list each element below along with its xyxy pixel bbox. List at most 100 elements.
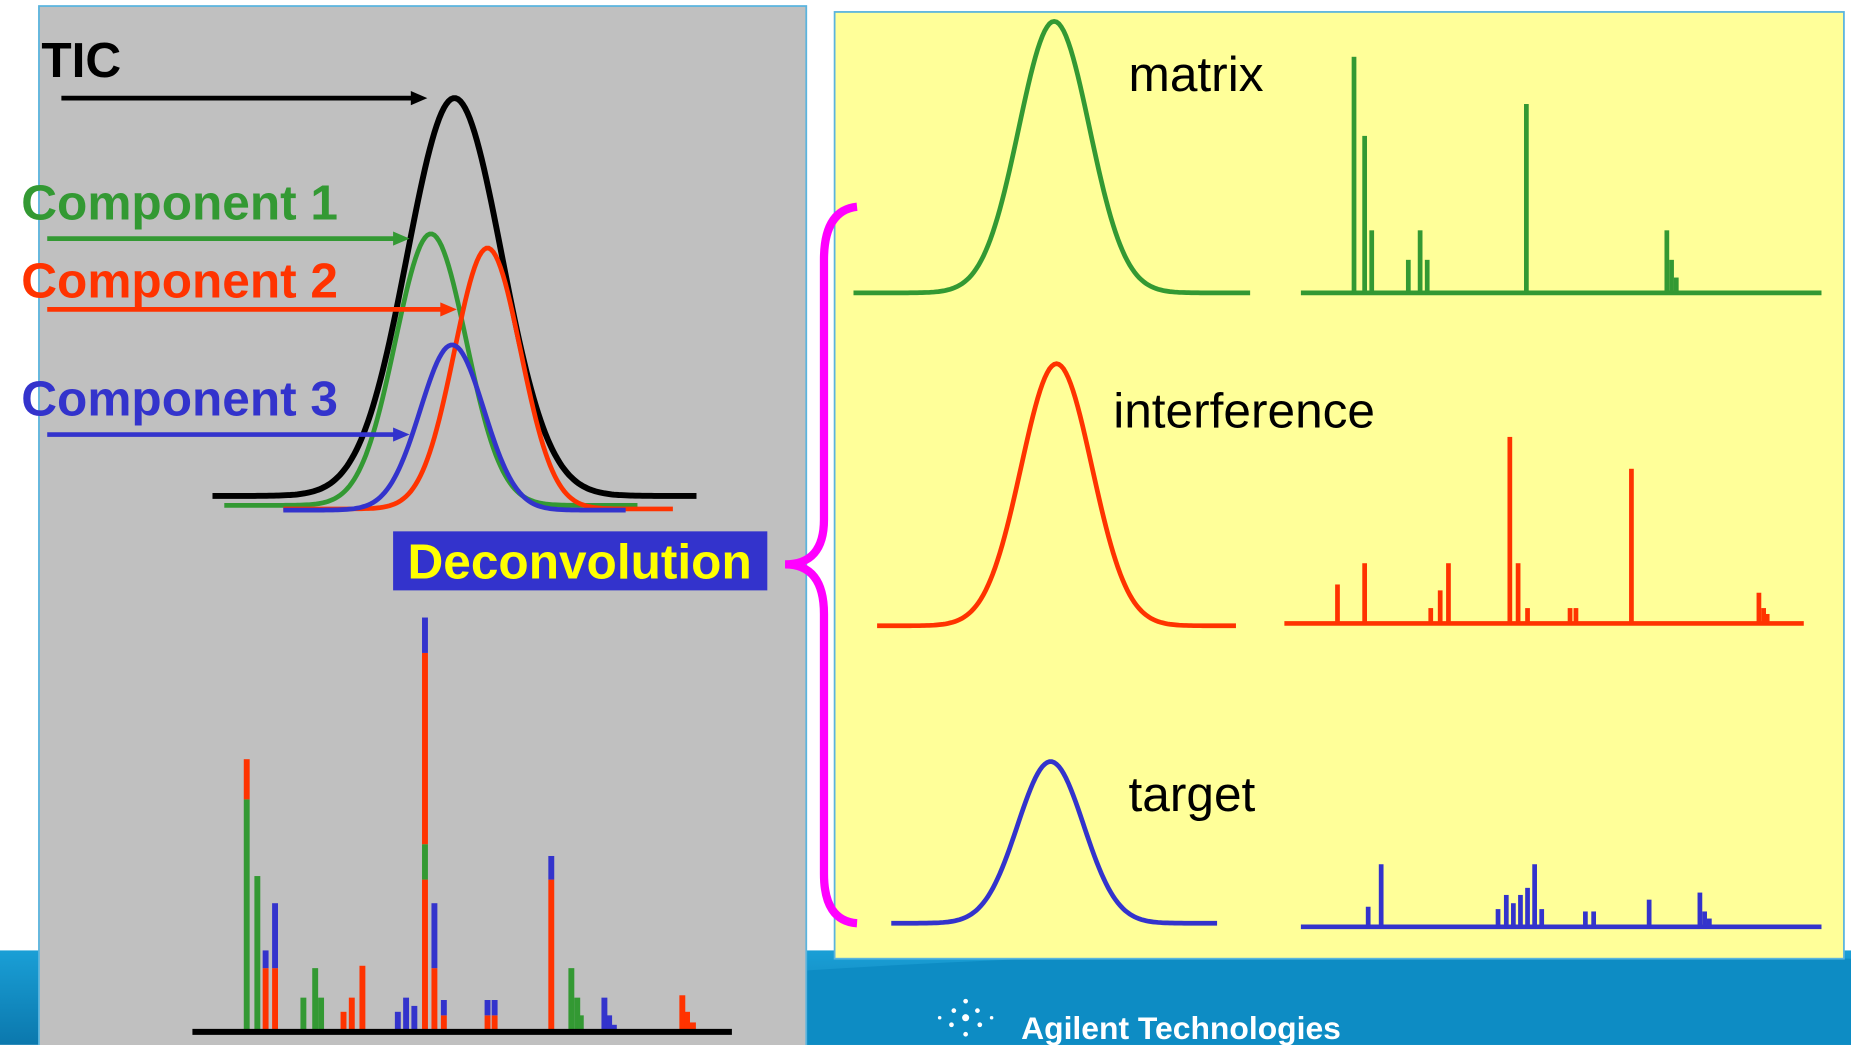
spectrum-bar: [1503, 894, 1509, 927]
spectrum-bar: [1507, 436, 1513, 624]
component-name: matrix: [1129, 46, 1264, 102]
stacked-bar-segment: [411, 1005, 418, 1031]
spectrum-bar: [1583, 911, 1588, 927]
stacked-bar-segment: [348, 997, 355, 1031]
spectrum-bar: [1525, 887, 1530, 927]
stacked-bar-segment: [548, 855, 555, 880]
spectrum-bar: [1756, 592, 1762, 624]
component-label: Component 3: [21, 371, 338, 427]
stacked-bar-segment: [403, 997, 410, 1031]
spectrum-bar: [1428, 608, 1434, 624]
spectrum-bar: [1706, 918, 1712, 927]
stacked-bar-segment: [262, 968, 269, 1031]
spectrum-bar: [1446, 563, 1451, 624]
stacked-bar-segment: [340, 1011, 347, 1031]
spectrum-bar: [1362, 135, 1368, 293]
brand: Agilent Technologies: [1021, 1010, 1341, 1045]
stacked-bar-segment: [318, 997, 325, 1031]
spectrum-bar: [1524, 104, 1529, 293]
tic-label: TIC: [41, 32, 121, 88]
component-name: target: [1129, 766, 1256, 822]
spectrum-bar: [1567, 608, 1573, 624]
stacked-bar-segment: [491, 1000, 498, 1016]
stacked-bar-segment: [484, 1000, 491, 1016]
arrow-head: [393, 231, 410, 246]
spectrum-bar: [1573, 608, 1579, 624]
spectrum-bar: [1539, 909, 1545, 927]
stacked-bar-segment: [574, 997, 581, 1031]
spectrum-bar: [1369, 230, 1375, 293]
arrow-head: [393, 427, 410, 442]
stacked-bar-segment: [440, 1000, 447, 1016]
stacked-bar-segment: [689, 1022, 696, 1031]
right-panel: [833, 11, 1845, 960]
stacked-bar-segment: [568, 968, 575, 1031]
footer-swoosh: [806, 950, 1851, 1045]
stacked-bar-segment: [577, 1015, 584, 1031]
stacked-bar-segment: [679, 995, 686, 1031]
spectrum-bar: [1378, 864, 1384, 927]
stacked-bar-segment: [484, 1015, 491, 1031]
component-name: interference: [1113, 382, 1375, 438]
stacked-bar-segment: [272, 968, 279, 1031]
stacked-bar-segment: [243, 759, 250, 800]
stacked-bar-segment: [262, 950, 269, 969]
arrow-head: [440, 302, 457, 317]
stacked-bar-segment: [548, 879, 555, 1031]
shapes: [47, 18, 1822, 1035]
stacked-bar-segment: [610, 1024, 617, 1031]
spectrum-bar: [1405, 259, 1411, 293]
stacked-bar-segment: [254, 876, 261, 1031]
peak-curve: [891, 759, 1218, 926]
logo: Agilent Technologies: [937, 998, 1341, 1045]
stacked-bar-segment: [422, 617, 428, 653]
spectrum-bar: [1702, 911, 1707, 927]
spectrum-bar: [1437, 590, 1443, 624]
spectrum-bar: [1365, 906, 1371, 927]
arrow-head: [410, 91, 428, 106]
spectrum-bar: [1591, 911, 1597, 927]
peak-curve: [283, 342, 626, 513]
spectrum-bar: [1697, 892, 1703, 927]
stacked-bar-segment: [300, 997, 307, 1031]
spectrum-bar: [1532, 864, 1537, 927]
stacked-bar-segment: [431, 903, 438, 969]
peak-curve: [877, 361, 1236, 629]
spectrum-bar: [1511, 903, 1516, 927]
spectrum-bar: [1764, 613, 1770, 624]
stacked-bar-segment: [440, 1015, 447, 1031]
spectrum-bar: [1495, 909, 1501, 927]
spectrum-bar: [1646, 899, 1652, 927]
process-box: [393, 531, 768, 591]
peak-curve: [212, 95, 697, 499]
spectrum-bar: [1629, 468, 1634, 624]
stacked-bar-segment: [601, 997, 608, 1031]
spectrum-bar: [1761, 608, 1767, 624]
process-label: Deconvolution: [407, 534, 751, 590]
peak-curve: [224, 231, 638, 508]
spectrum-bar: [1424, 259, 1430, 293]
stacked-bar-segment: [243, 799, 250, 1031]
stacked-bar-segment: [684, 1011, 690, 1031]
spectrum-bar: [1417, 230, 1423, 293]
spectrum-bar: [1664, 230, 1670, 293]
spectrum-bar: [1673, 277, 1679, 293]
spectrum-bar: [1525, 608, 1530, 624]
stacked-bar-segment: [422, 844, 428, 880]
stacked-bar-segment: [312, 968, 319, 1031]
brace: [784, 202, 858, 928]
peak-curve: [853, 18, 1251, 296]
component-label: Component 1: [21, 175, 338, 231]
spectrum-bar: [1351, 56, 1357, 293]
stacked-bar-segment: [394, 1011, 401, 1031]
spectrum-bar: [1518, 894, 1523, 927]
stacked-bar-segment: [272, 903, 279, 969]
stacked-bar-segment: [422, 879, 428, 1031]
spectrum-bar: [1669, 259, 1674, 293]
spectrum-bar: [1515, 563, 1521, 624]
stacked-bar-segment: [422, 652, 428, 845]
stacked-bar-segment: [359, 965, 366, 1031]
spectrum-bar: [1335, 584, 1340, 624]
